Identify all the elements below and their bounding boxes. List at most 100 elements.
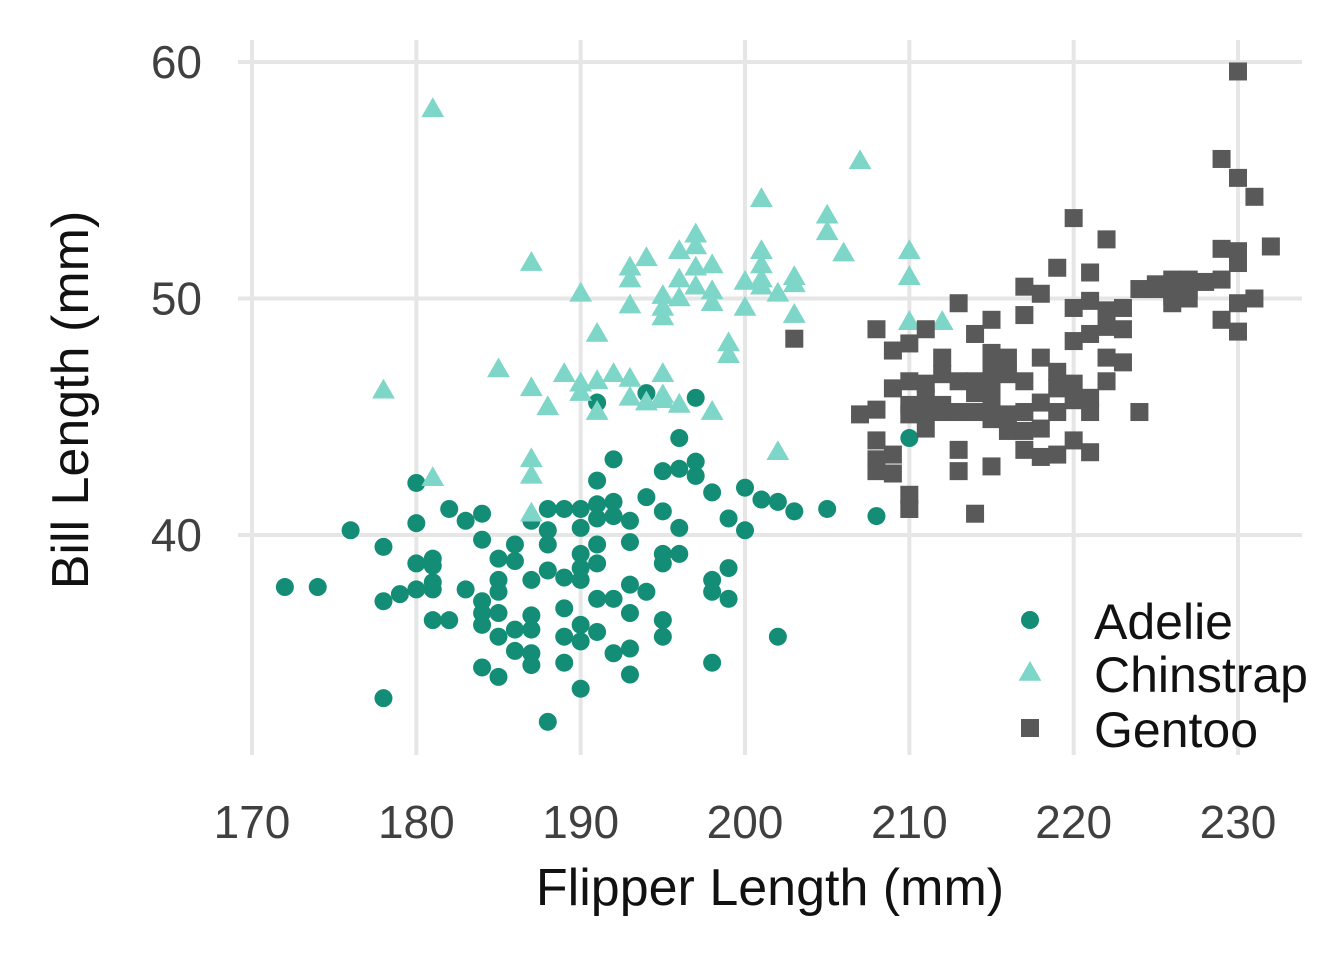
gentoo-point [1031,419,1050,438]
adelie-point [473,504,492,523]
adelie-point [604,492,623,511]
x-tick-label: 180 [378,796,455,848]
gentoo-point [785,329,804,348]
chinstrap-point [552,362,576,382]
chinstrap-point [585,321,609,342]
chinstrap-point [700,400,724,420]
chinstrap-point [487,357,510,378]
adelie-point [538,521,557,540]
adelie-point [571,679,590,698]
chinstrap-point [667,267,691,288]
chinstrap-point [733,269,757,290]
gentoo-point [949,462,968,481]
gentoo-point [1064,209,1083,228]
gentoo-point [1097,372,1116,391]
chinstrap-point [618,255,642,276]
adelie-point [620,639,639,658]
gentoo-point [949,372,968,391]
chinstrap-point [519,447,543,468]
chinstrap-point [717,331,740,352]
gentoo-point [883,464,902,483]
gentoo-point [966,403,985,422]
gentoo-point [1064,374,1083,393]
gentoo-point [1064,391,1083,410]
gentoo-point [1048,403,1067,422]
gentoo-point [1031,393,1050,412]
gentoo-point [998,348,1017,367]
gentoo-point [867,320,886,339]
gentoo-point [900,485,919,504]
x-tick-label: 190 [542,796,619,848]
adelie-point [489,667,508,686]
gentoo-point [1130,403,1149,422]
gentoo-point [851,405,870,424]
chinstrap-point [651,305,675,326]
series-chinstrap [372,97,954,522]
adelie-point [736,478,754,497]
chinstrap-point [930,310,954,330]
gentoo-point [1212,270,1231,289]
gentoo-point [982,310,1001,329]
chinstrap-point [372,378,395,399]
adelie-point [555,568,574,587]
adelie-point [505,641,524,660]
x-tick-label: 170 [214,796,291,848]
gentoo-point [933,365,952,384]
adelie-point [440,611,459,630]
gentoo-point [982,457,1001,476]
chinstrap-point [618,385,642,406]
adelie-point [653,502,672,521]
gentoo-point [1015,403,1034,422]
adelie-point [670,459,689,478]
adelie-point [341,521,360,540]
adelie-point [489,582,508,601]
adelie-point [604,644,623,663]
gentoo-point [1048,445,1067,464]
chinstrap-point [421,97,445,118]
gentoo-point [966,324,985,343]
adelie-point [275,578,294,597]
adelie-point [653,554,672,573]
gentoo-point [883,379,902,398]
adelie-point [719,589,738,608]
adelie-point [703,582,722,601]
gentoo-point [900,499,919,518]
gentoo-point [1229,168,1247,187]
adelie-point [522,606,541,625]
adelie-point [308,578,327,597]
adelie-point [407,514,426,533]
adelie-point [489,604,508,623]
chinstrap-point [832,241,855,262]
adelie-point [620,533,639,552]
adelie-point [473,615,492,634]
gentoo-point [1015,277,1034,296]
gentoo-point [1081,388,1100,407]
adelie-point [505,535,524,554]
x-axis-title: Flipper Length (mm) [536,859,1004,917]
adelie-point [670,429,689,448]
gentoo-point [1031,447,1050,466]
chinstrap-point [700,291,724,312]
chinstrap-point [700,279,724,300]
x-tick-label: 220 [1035,796,1112,848]
gentoo-point [1031,348,1050,367]
chinstrap-point [651,284,675,304]
chinstrap-point [750,239,773,259]
gentoo-point [966,504,985,523]
x-tick-label: 210 [871,796,948,848]
adelie-point [571,570,590,589]
gentoo-point [1064,298,1083,317]
gentoo-point [1081,324,1100,343]
gentoo-point [916,403,935,422]
chinstrap-point [750,274,773,295]
gentoo-point [1048,258,1067,277]
gentoo-point [900,334,919,353]
adelie-point [571,632,590,651]
adelie-point [653,611,672,630]
adelie-point [670,544,689,563]
chinstrap-point [618,267,642,288]
adelie-point [522,620,541,639]
legend-label-chinstrap: Chinstrap [1094,647,1308,703]
